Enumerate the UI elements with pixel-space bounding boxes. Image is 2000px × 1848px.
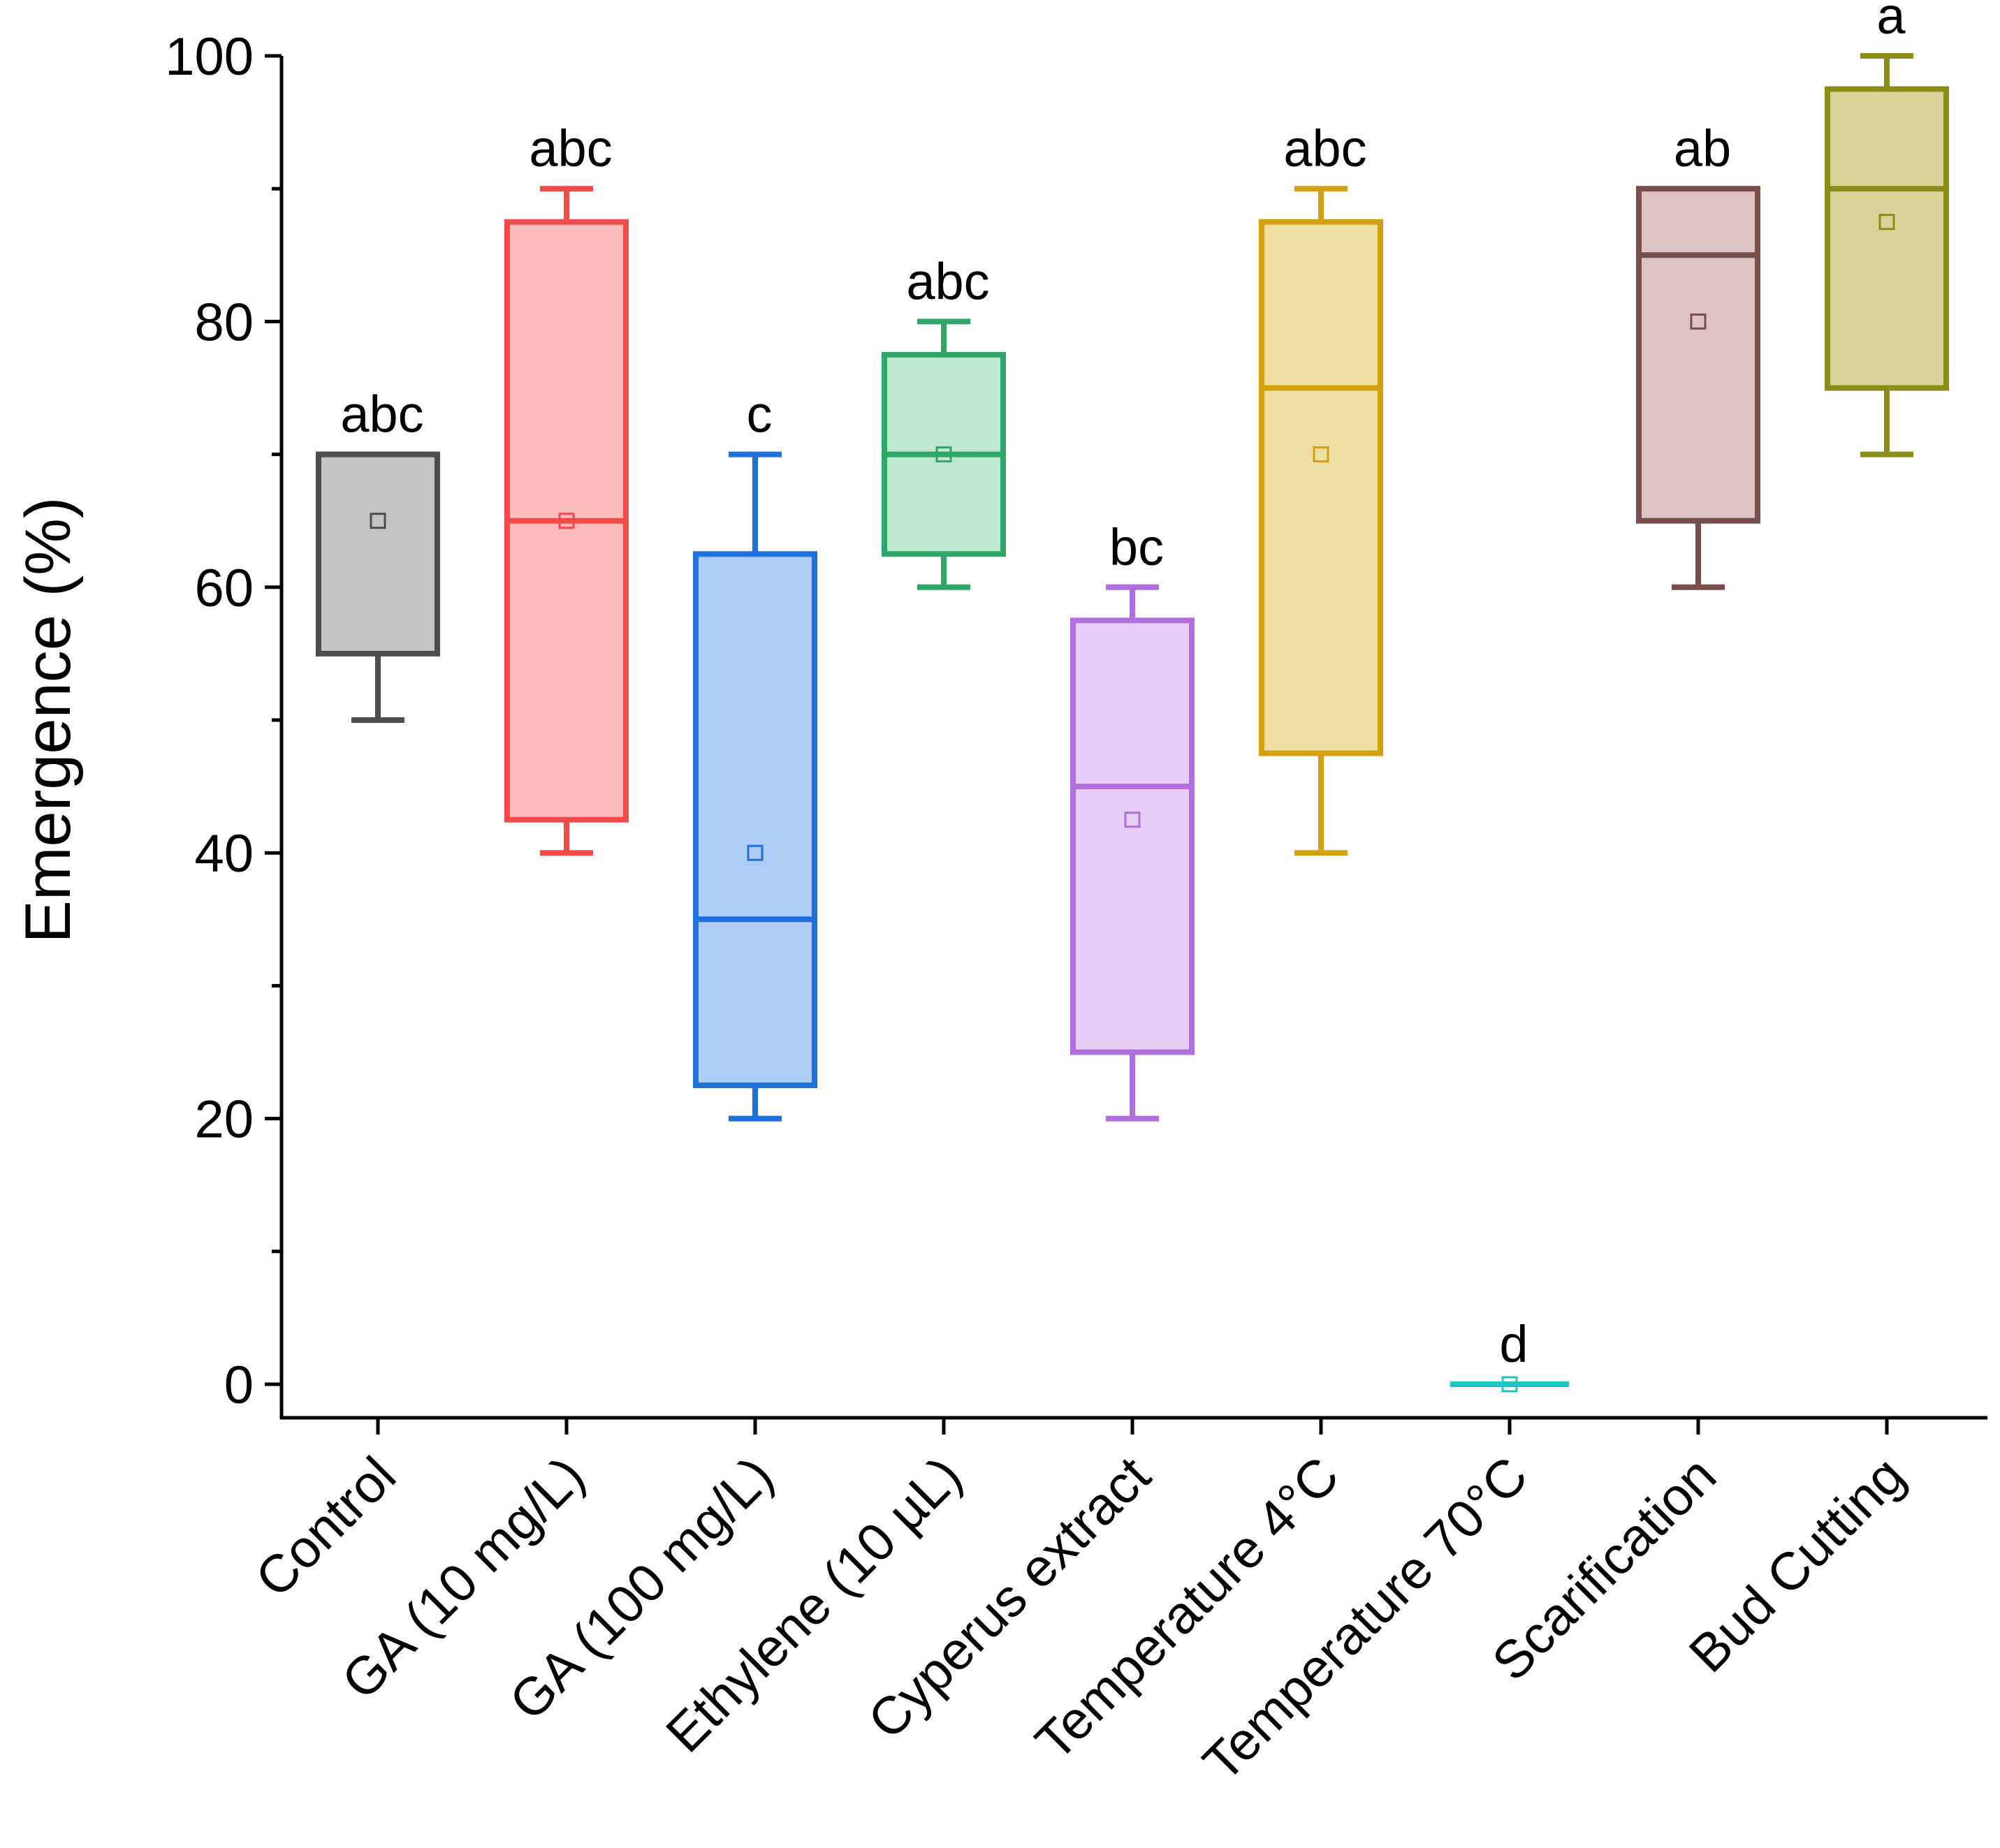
- box-group: ab: [1636, 119, 1760, 590]
- y-tick-label: 80: [194, 293, 254, 352]
- mean-marker: [1501, 1376, 1518, 1393]
- significance-letter: c: [747, 386, 773, 443]
- box: [1259, 219, 1383, 756]
- box-group: d: [1450, 1315, 1569, 1393]
- box-group: abc: [1259, 119, 1383, 856]
- x-tick-label: Control: [244, 1446, 407, 1608]
- mean-marker: [558, 513, 575, 529]
- box: [1636, 186, 1760, 524]
- y-tick-label: 40: [194, 824, 254, 883]
- y-tick-label: 20: [194, 1090, 254, 1150]
- mean-marker: [1313, 446, 1329, 463]
- y-axis: 0 20 40 60 80 100: [165, 27, 284, 1419]
- mean-marker: [747, 844, 764, 861]
- mean-marker: [1690, 313, 1707, 330]
- box-group: a: [1825, 0, 1949, 457]
- mean-marker: [1878, 214, 1895, 230]
- mean-marker: [1124, 812, 1141, 828]
- y-tick-label: 0: [224, 1356, 254, 1415]
- significance-letter: ab: [1674, 119, 1731, 177]
- x-tick-label: Temperature 70°C: [1192, 1446, 1539, 1793]
- mean-marker: [370, 513, 386, 529]
- significance-letter: d: [1499, 1315, 1528, 1373]
- y-tick-label: 100: [165, 27, 254, 87]
- significance-letter: abc: [906, 252, 989, 310]
- box-group: abc: [882, 252, 1006, 590]
- significance-letter: abc: [340, 386, 423, 443]
- y-axis-title: Emergence (%): [13, 497, 84, 943]
- box-group: abc: [316, 386, 440, 723]
- y-tick-label: 60: [194, 559, 254, 618]
- box: [1070, 617, 1195, 1055]
- significance-letter: bc: [1109, 518, 1164, 576]
- plot-area: abc abc c abc bc abc d ab a: [316, 0, 1949, 1393]
- box-group: bc: [1070, 518, 1195, 1122]
- mean-marker: [935, 446, 952, 463]
- box: [1825, 86, 1949, 391]
- box: [316, 451, 440, 657]
- box-group: c: [693, 386, 817, 1122]
- significance-letter: abc: [1283, 119, 1366, 177]
- box-group: abc: [504, 119, 629, 856]
- significance-letter: abc: [529, 119, 612, 177]
- significance-letter: a: [1876, 0, 1906, 45]
- box: [693, 551, 817, 1089]
